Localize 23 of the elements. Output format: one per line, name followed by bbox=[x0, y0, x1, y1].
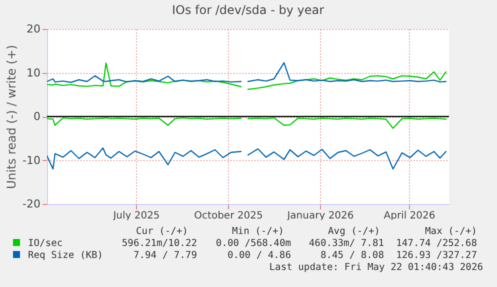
legend-label: Req Size (KB) bbox=[27, 250, 104, 261]
text: 7.94 / 7.79 bbox=[133, 250, 197, 261]
text: 0.00 /568.40m bbox=[216, 238, 291, 249]
y-tick-label: 0 bbox=[34, 110, 40, 123]
x-tick-label: October 2025 bbox=[194, 210, 263, 222]
text: 126.93 /327.27 bbox=[396, 250, 477, 261]
text: 460.33m/ 7.81 bbox=[308, 238, 384, 249]
text: Min (-/+) bbox=[232, 226, 284, 237]
text: Last update: Fri May 22 01:40:43 2026 bbox=[269, 262, 483, 273]
text: 596.21m/10.22 bbox=[122, 238, 197, 249]
y-axis-title: Units read (-) / write (+) bbox=[4, 44, 19, 190]
text: Avg (-/+) bbox=[328, 226, 380, 237]
text: Cur (-/+) bbox=[136, 226, 188, 237]
text: 0.00 / 4.86 bbox=[227, 250, 291, 261]
y-tick-label: 10 bbox=[26, 66, 40, 80]
text: Max (-/+) bbox=[425, 226, 477, 237]
y-tick-label: -20 bbox=[22, 198, 40, 210]
y-tick-label: 20 bbox=[26, 22, 40, 36]
legend-label: IO/sec bbox=[27, 238, 63, 249]
y-tick-label: -10 bbox=[22, 154, 40, 167]
chart-title: IOs for /dev/sda - by year bbox=[172, 3, 324, 17]
text: 147.74 /252.68 bbox=[396, 238, 477, 249]
text: 8.45 / 8.08 bbox=[320, 250, 384, 261]
